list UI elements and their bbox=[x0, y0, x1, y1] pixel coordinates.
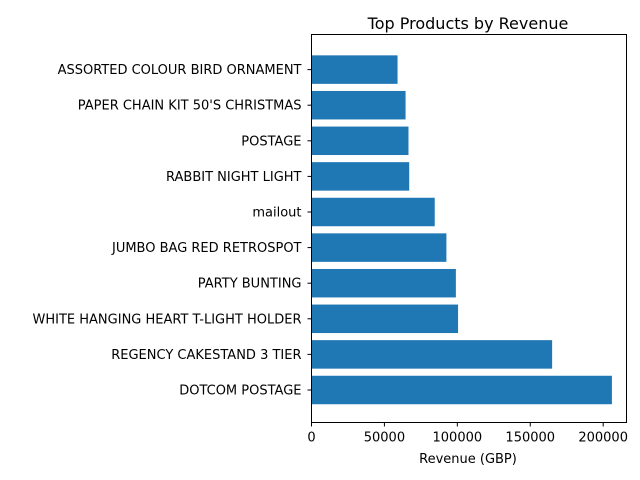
x-tick-label: 100000 bbox=[433, 431, 483, 446]
x-tick-label: 50000 bbox=[364, 431, 405, 446]
x-axis-label: Revenue (GBP) bbox=[419, 452, 517, 467]
bar bbox=[311, 162, 410, 191]
y-tick-label: RABBIT NIGHT LIGHT bbox=[166, 170, 302, 185]
y-tick-label: PARTY BUNTING bbox=[198, 277, 302, 292]
y-tick-label: DOTCOM POSTAGE bbox=[179, 384, 301, 399]
bar bbox=[311, 375, 612, 405]
bar bbox=[311, 126, 409, 156]
x-tick-label: 150000 bbox=[505, 431, 555, 446]
chart-title: Top Products by Revenue bbox=[367, 14, 569, 33]
bar bbox=[311, 304, 459, 334]
y-tick-label: ASSORTED COLOUR BIRD ORNAMENT bbox=[58, 63, 302, 78]
y-tick-label: WHITE HANGING HEART T-LIGHT HOLDER bbox=[33, 312, 302, 327]
y-tick-label: POSTAGE bbox=[241, 134, 301, 149]
plot-frame bbox=[311, 34, 627, 423]
x-tick-label: 200000 bbox=[578, 431, 628, 446]
x-axis-ticks: 0 50000 100000 150000 200000 bbox=[307, 422, 628, 446]
bar bbox=[311, 233, 447, 262]
bar bbox=[311, 90, 406, 120]
bar bbox=[311, 340, 553, 369]
bar bbox=[311, 197, 435, 227]
y-tick-label: REGENCY CAKESTAND 3 TIER bbox=[111, 348, 301, 363]
y-axis-ticks: DOTCOM POSTAGE REGENCY CAKESTAND 3 TIER WH… bbox=[33, 63, 312, 399]
bars-group bbox=[311, 55, 612, 405]
bar bbox=[311, 268, 456, 298]
y-tick-label: mailout bbox=[252, 206, 301, 221]
y-tick-label: PAPER CHAIN KIT 50'S CHRISTMAS bbox=[78, 99, 302, 114]
y-tick-label: JUMBO BAG RED RETROSPOT bbox=[111, 241, 302, 256]
bar bbox=[311, 55, 398, 84]
x-tick-label: 0 bbox=[307, 431, 315, 446]
